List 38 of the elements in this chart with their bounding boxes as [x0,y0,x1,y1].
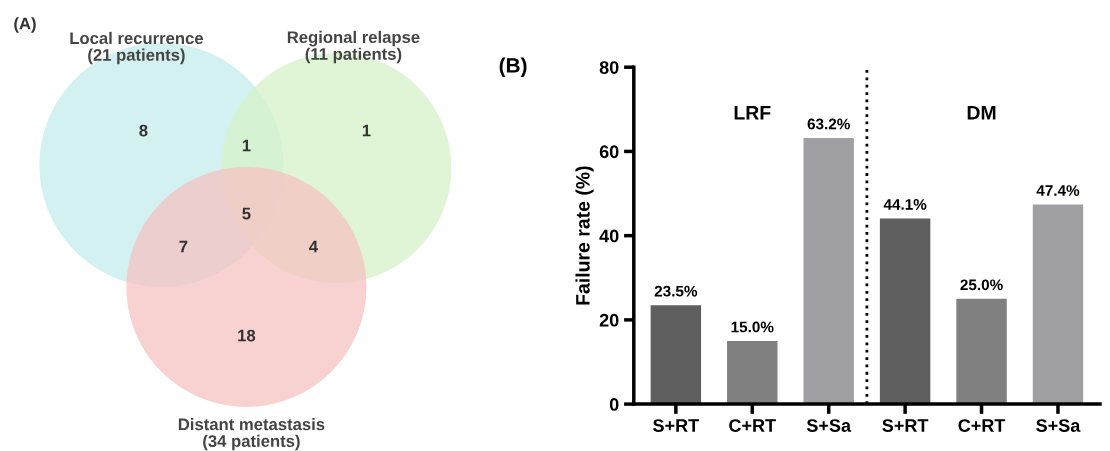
chart-title: (B) [499,57,527,77]
y-tick-label: 20 [599,313,619,327]
bar [803,137,854,405]
text: 7 [179,240,188,253]
y-tick-label: 80 [599,61,619,74]
x-tick-label: C+RT [958,419,1006,432]
text: 4 [309,240,318,253]
data-label: 23.5% [654,285,698,297]
bar [650,305,702,405]
bar [727,340,778,405]
y-tick-label: 40 [599,229,619,243]
text: Regional relapse (11 patients) [287,30,420,64]
data-label: 44.1% [883,199,927,210]
x-tick-label: S+Sa [1036,419,1081,432]
bar [1032,204,1084,405]
x-tick-label: S+Sa [806,419,852,432]
text: (A) [14,17,36,33]
bar [879,218,931,405]
text: 8 [139,124,148,137]
annotation: LRF [734,106,771,120]
data-label: 47.4% [1036,185,1080,196]
data-label: 15.0% [731,321,774,333]
text: 1 [362,124,371,137]
data-label: 25.0% [960,279,1003,291]
text: 18 [238,329,256,342]
text: 5 [242,207,251,220]
x-tick-label: S+RT [882,419,929,432]
text: Distant metastasis (34 patients) [178,418,325,451]
x-tick-label: S+RT [653,419,699,432]
y-tick-label: 0 [609,398,619,411]
data-label: 63.2% [807,118,850,130]
y-tick-label: 60 [599,145,619,159]
text: Local recurrence (21 patients) [70,31,204,65]
text: 1 [242,139,251,152]
y-axis-title: Failure rate (%) [575,166,594,305]
annotation: DM [967,106,996,120]
bar [956,298,1007,405]
x-tick-label: C+RT [729,419,776,432]
